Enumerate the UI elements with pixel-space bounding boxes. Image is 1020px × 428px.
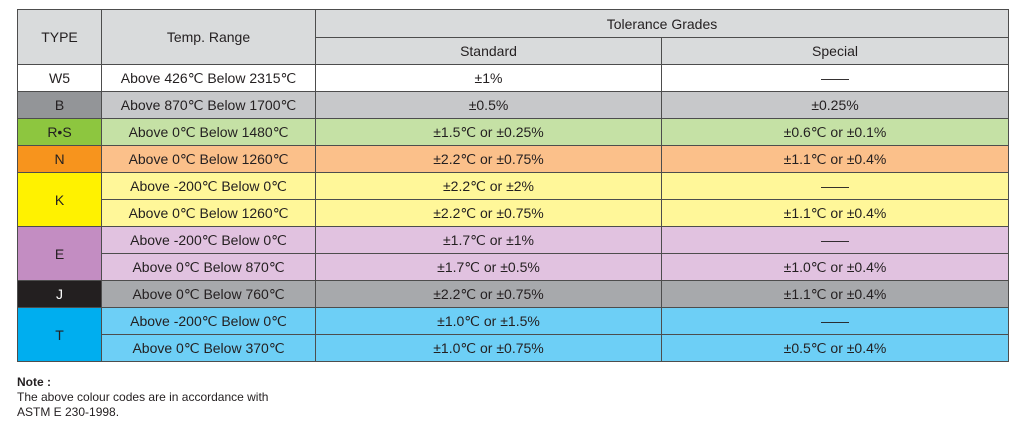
note-line-1: The above colour codes are in accordance… [17, 390, 269, 404]
type-cell: N [17, 145, 102, 173]
table-row: N Above 0℃ Below 1260℃ ±2.2℃ or ±0.75% ±1.1… [17, 145, 1010, 173]
special-cell: ±0.6℃ or ±0.1% [660, 118, 1010, 146]
standard-cell: ±2.2℃ or ±2% [315, 172, 662, 200]
table-row: Above 0℃ Below 370℃ ±1.0℃ or ±0.75% ±0.5℃ … [18, 334, 1010, 362]
type-cell: J [17, 280, 102, 308]
type-cell: K [17, 172, 102, 227]
tolerance-table: TYPE Temp. Range Tolerance Grades Standa… [17, 9, 1010, 362]
special-cell: ±1.1℃ or ±0.4% [660, 280, 1010, 308]
table-body: W5 Above 426℃ Below 2315℃ ±1% —— B Above 870℃… [17, 64, 1010, 362]
special-cell: ±0.25% [660, 91, 1010, 119]
range-cell: Above 0℃ Below 1260℃ [101, 199, 316, 227]
range-cell: Above 0℃ Below 370℃ [101, 334, 316, 362]
table-row: E Above -200℃ Below 0℃ ±1.7℃ or ±1% —— [17, 226, 1010, 281]
note-line-2: ASTM E 230-1998. [17, 405, 120, 419]
range-cell: Above 870℃ Below 1700℃ [101, 91, 316, 119]
range-cell: Above 0℃ Below 870℃ [101, 253, 316, 281]
type-cell: R•S [17, 118, 102, 146]
table-row: B Above 870℃ Below 1700℃ ±0.5% ±0.25% [17, 91, 1010, 119]
standard-cell: ±1.0℃ or ±0.75% [315, 334, 662, 362]
header-special: Special [660, 37, 1010, 65]
table-row: T Above -200℃ Below 0℃ ±1.0℃ or ±1.5% —— [17, 307, 1010, 362]
type-cell: W5 [17, 64, 102, 92]
standard-cell: ±0.5% [315, 91, 662, 119]
type-cell: T [17, 307, 102, 362]
table-row: Above 0℃ Below 1260℃ ±2.2℃ or ±0.75% ±1.1℃… [18, 199, 1010, 227]
range-cell: Above 0℃ Below 1260℃ [101, 145, 316, 173]
type-cell: B [17, 91, 102, 119]
header-tolerance-grades: Tolerance Grades [314, 9, 1010, 38]
special-cell: —— [660, 226, 1010, 254]
standard-cell: ±1.5℃ or ±0.25% [315, 118, 662, 146]
note: Note : The above colour codes are in acc… [17, 375, 268, 420]
table-row: W5 Above 426℃ Below 2315℃ ±1% —— [17, 64, 1010, 92]
standard-cell: ±1% [315, 64, 662, 92]
standard-cell: ±2.2℃ or ±0.75% [315, 145, 662, 173]
special-cell: ±1.1℃ or ±0.4% [660, 199, 1010, 227]
range-cell: Above 0℃ Below 1480℃ [101, 118, 316, 146]
standard-cell: ±2.2℃ or ±0.75% [315, 280, 662, 308]
table-row: Above 0℃ Below 870℃ ±1.7℃ or ±0.5% ±1.0℃ o… [18, 253, 1010, 281]
type-cell: E [17, 226, 102, 281]
range-cell: Above 0℃ Below 760℃ [101, 280, 316, 308]
special-cell: —— [660, 172, 1010, 200]
range-cell: Above -200℃ Below 0℃ [101, 226, 316, 254]
note-title: Note : [17, 375, 51, 389]
standard-cell: ±1.0℃ or ±1.5% [315, 307, 662, 335]
special-cell: ±1.1℃ or ±0.4% [660, 145, 1010, 173]
range-cell: Above -200℃ Below 0℃ [101, 307, 316, 335]
special-cell: —— [660, 307, 1010, 335]
header-standard: Standard [315, 37, 662, 65]
standard-cell: ±1.7℃ or ±1% [315, 226, 662, 254]
table-row: J Above 0℃ Below 760℃ ±2.2℃ or ±0.75% ±1.1℃… [17, 280, 1010, 308]
special-cell: —— [660, 64, 1010, 92]
table-row: R•S Above 0℃ Below 1480℃ ±1.5℃ or ±0.25% ±0… [17, 118, 1010, 146]
header-type: TYPE [17, 9, 102, 65]
standard-cell: ±1.7℃ or ±0.5% [315, 253, 662, 281]
standard-cell: ±2.2℃ or ±0.75% [315, 199, 662, 227]
special-cell: ±0.5℃ or ±0.4% [660, 334, 1010, 362]
range-cell: Above 426℃ Below 2315℃ [101, 64, 316, 92]
table-row: K Above -200℃ Below 0℃ ±2.2℃ or ±2% —— [17, 172, 1010, 227]
special-cell: ±1.0℃ or ±0.4% [660, 253, 1010, 281]
range-cell: Above -200℃ Below 0℃ [101, 172, 316, 200]
header-temp-range: Temp. Range [101, 9, 316, 65]
